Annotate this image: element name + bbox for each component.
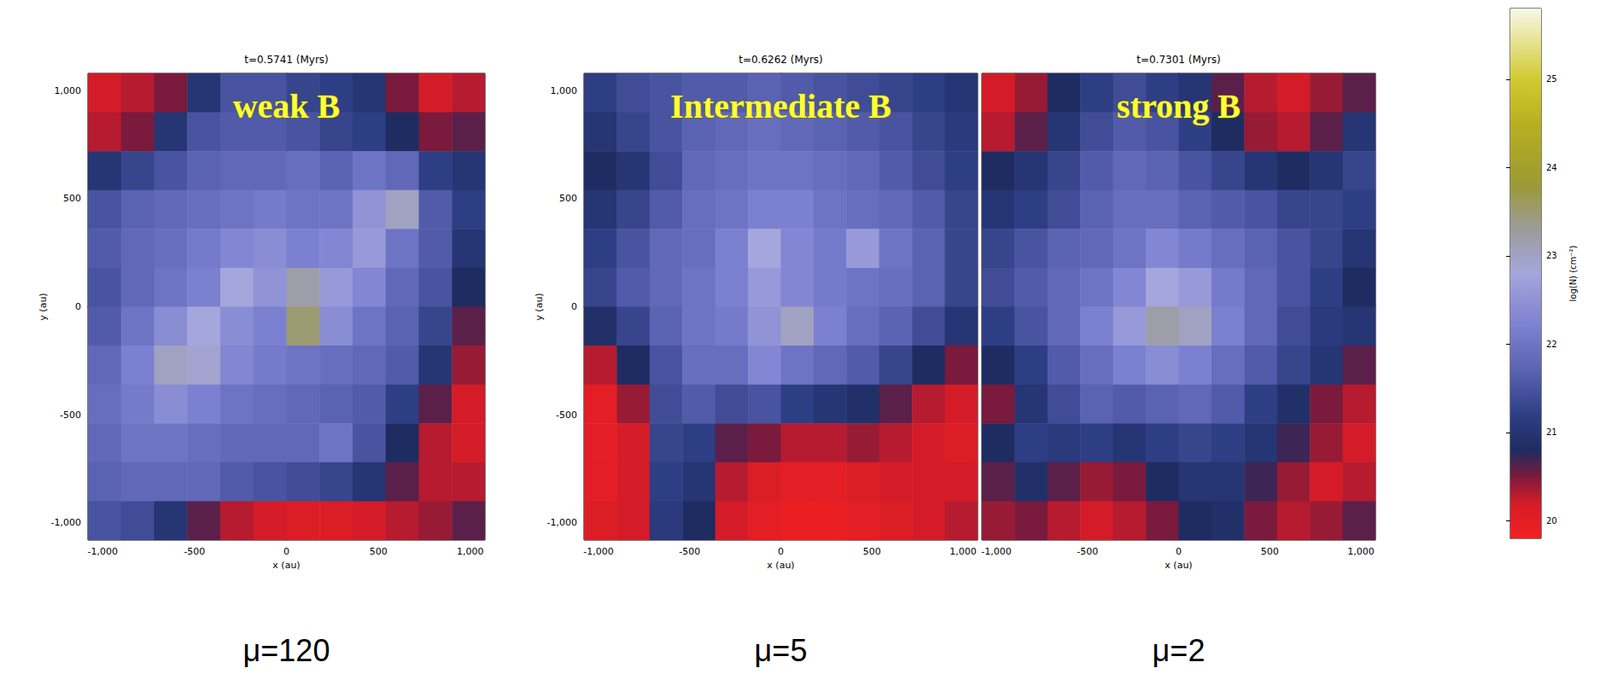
svg-text:t=0.7301 (Myrs): t=0.7301 (Myrs) — [1136, 53, 1221, 66]
svg-text:1,000: 1,000 — [949, 546, 977, 558]
svg-text:-1,000: -1,000 — [547, 517, 578, 529]
svg-text:y (au): y (au) — [37, 292, 49, 321]
svg-text:22: 22 — [1546, 339, 1558, 350]
svg-text:-500: -500 — [555, 409, 578, 421]
svg-text:μ=120: μ=120 — [243, 633, 331, 669]
svg-text:1,000: 1,000 — [456, 546, 485, 558]
svg-text:25: 25 — [1546, 74, 1558, 84]
svg-text:μ=5: μ=5 — [754, 633, 808, 669]
svg-text:weak B: weak B — [233, 87, 341, 126]
svg-text:500: 500 — [559, 192, 578, 205]
svg-text:log(N) (cm⁻²): log(N) (cm⁻²) — [1568, 245, 1578, 302]
svg-text:-1,000: -1,000 — [583, 546, 614, 558]
svg-text:0: 0 — [571, 301, 578, 313]
svg-text:strong B: strong B — [1116, 87, 1241, 126]
svg-text:y (au): y (au) — [533, 292, 545, 321]
svg-text:23: 23 — [1546, 251, 1558, 261]
svg-text:-500: -500 — [1076, 546, 1098, 558]
svg-text:μ=2: μ=2 — [1152, 633, 1206, 669]
svg-text:t=0.6262 (Myrs): t=0.6262 (Myrs) — [738, 53, 824, 66]
svg-text:500: 500 — [63, 192, 82, 205]
svg-text:-1,000: -1,000 — [51, 517, 82, 529]
svg-text:-500: -500 — [59, 409, 82, 421]
svg-text:500: 500 — [1261, 546, 1279, 558]
svg-text:1,000: 1,000 — [550, 85, 579, 97]
svg-text:20: 20 — [1546, 516, 1558, 526]
svg-text:21: 21 — [1546, 427, 1558, 438]
svg-text:0: 0 — [283, 546, 290, 558]
svg-text:0: 0 — [1175, 546, 1182, 558]
svg-text:x (au): x (au) — [272, 560, 300, 572]
svg-text:500: 500 — [863, 546, 882, 558]
svg-text:x (au): x (au) — [766, 560, 795, 572]
svg-text:1,000: 1,000 — [54, 85, 82, 97]
svg-text:1,000: 1,000 — [1347, 546, 1375, 558]
svg-text:t=0.5741 (Myrs): t=0.5741 (Myrs) — [244, 53, 329, 66]
svg-text:0: 0 — [75, 301, 82, 313]
svg-text:x (au): x (au) — [1164, 560, 1192, 572]
svg-text:-500: -500 — [678, 546, 701, 558]
svg-text:24: 24 — [1546, 163, 1558, 173]
svg-text:Intermediate B: Intermediate B — [670, 87, 892, 126]
svg-text:500: 500 — [369, 546, 388, 558]
svg-text:-1,000: -1,000 — [981, 546, 1011, 558]
svg-text:0: 0 — [777, 546, 784, 558]
svg-text:-1,000: -1,000 — [87, 546, 117, 558]
svg-text:-500: -500 — [183, 546, 205, 558]
